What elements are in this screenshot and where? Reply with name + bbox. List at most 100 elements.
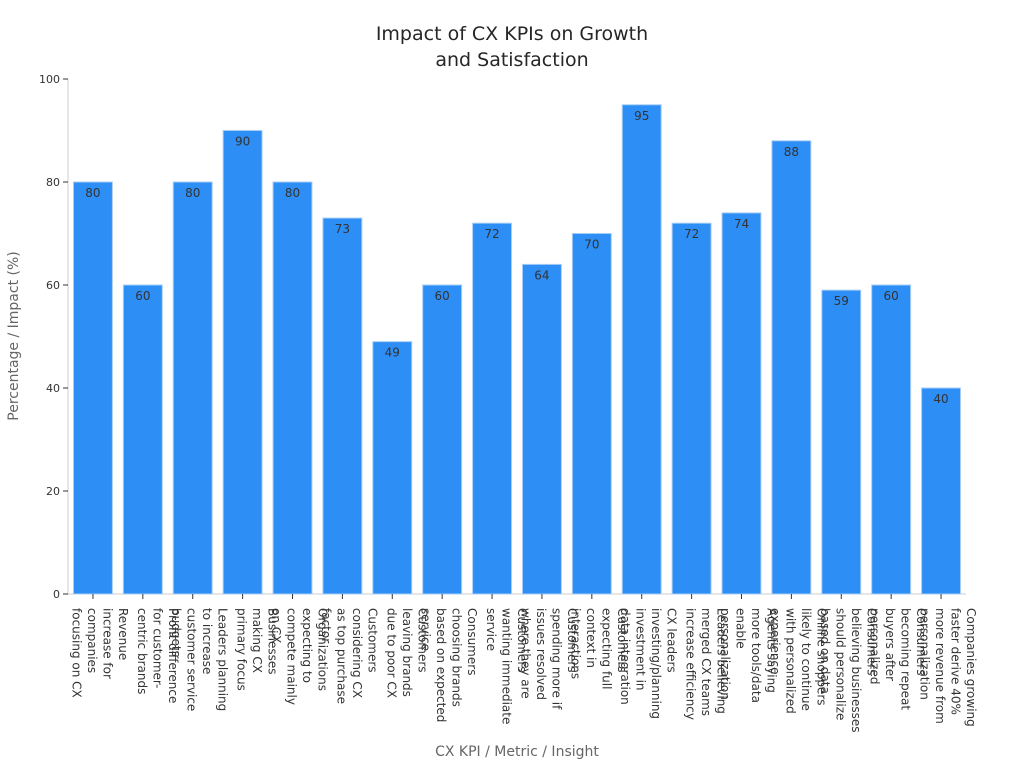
x-tick-label-line: Consumers — [465, 608, 479, 675]
x-tick-label-line: compete mainly — [285, 608, 299, 705]
bar — [222, 130, 263, 595]
x-tick-label-line: Customers — [565, 608, 579, 673]
x-tick-label: Online shopperslikely to continuewith pe… — [768, 608, 829, 714]
x-tick-label-line: increase for — [100, 608, 114, 679]
bar-value-label: 80 — [285, 186, 300, 200]
y-tick-label: 40 — [46, 382, 60, 395]
x-tick-label-line: CX leaders — [665, 608, 679, 673]
x-tick-label: Agents sayingmore tools/dataenableperson… — [718, 608, 779, 703]
x-tick-label-line: Online shoppers — [814, 608, 828, 706]
x-tick-label-line: more tools/data — [749, 608, 763, 703]
x-tick-label-line: factor — [319, 608, 333, 643]
x-tick-label-line: Customers — [365, 608, 379, 673]
x-tick-label-line: more revenue from — [933, 608, 947, 724]
bar — [821, 289, 862, 595]
x-tick-label: CX leadersinvesting/planninginvestment i… — [618, 608, 679, 719]
x-tick-label-line: likely to continue — [799, 608, 813, 711]
x-tick-label-line: enable — [734, 608, 748, 649]
x-tick-label: Revenueincrease forcompaniesfocusing on … — [69, 608, 130, 698]
x-tick-label-line: Leaders planning — [216, 608, 230, 711]
x-tick-label: Businessesmaking CXprimary focus — [235, 608, 280, 691]
bar-value-label: 49 — [385, 346, 400, 360]
bar — [172, 181, 213, 595]
x-tick-label-line: considering CX — [350, 608, 364, 698]
y-tick-label: 0 — [53, 588, 60, 601]
x-axis-label: CX KPI / Metric / Insight — [435, 744, 599, 760]
bar-value-label: 72 — [684, 227, 699, 241]
x-tick-label-line: investment in — [634, 608, 648, 691]
y-axis-label: Percentage / Impact (%) — [6, 251, 22, 420]
x-tick-label-line: wanting immediate — [500, 608, 514, 724]
x-tick-label-line: centric brands — [135, 608, 149, 694]
y-tick-label: 20 — [46, 485, 60, 498]
bar — [771, 140, 812, 595]
x-tick-label-line: choosing brands — [450, 608, 464, 707]
x-tick-label-line: Companies growing — [964, 608, 978, 727]
x-tick-label: Customersleaving brandsdue to poor CX — [384, 608, 429, 698]
x-tick-label-line: expecting full — [599, 608, 613, 689]
bar-value-label: 72 — [484, 227, 499, 241]
x-tick-label-line: Customers — [515, 608, 529, 673]
bar — [422, 284, 463, 595]
x-tick-label-line: customer service — [185, 608, 199, 711]
bar — [721, 212, 762, 595]
x-tick-label-line: Businesses — [266, 608, 280, 675]
bar — [921, 387, 962, 595]
bar — [72, 181, 113, 595]
bar-value-label: 90 — [235, 135, 250, 149]
x-tick-label-line: investing/planning — [649, 608, 663, 719]
x-tick-label-line: on CX — [269, 608, 283, 643]
x-tick-label-line: personalization — [718, 608, 732, 700]
x-tick-label: Customersspending more ifissues resolved… — [518, 608, 579, 710]
chart-title-line: and Satisfaction — [435, 49, 588, 71]
bar — [322, 217, 363, 595]
x-tick-label-line: data integration — [618, 608, 632, 705]
bar-value-label: 88 — [784, 145, 799, 159]
x-tick-label-line: leaving brands — [400, 608, 414, 697]
x-tick-label: Companies growingfaster derive 40%more r… — [918, 608, 979, 727]
x-tick-label: Customerswanting immediateservice — [484, 608, 529, 724]
x-tick-label-line: buyers after — [883, 608, 897, 681]
x-tick-label-line: should personalize — [833, 608, 847, 720]
x-tick-label-line: spending more if — [549, 608, 563, 710]
x-tick-label-line: service — [484, 608, 498, 651]
x-tick-label-line: context in — [584, 608, 598, 668]
x-tick-label-line: Consumers — [864, 608, 878, 675]
x-tick-label: Customersconsidering CXas top purchasefa… — [319, 608, 380, 704]
x-tick-label-line: expecting to — [300, 608, 314, 683]
x-tick-label-line: Customers — [615, 608, 629, 673]
x-tick-label: Organizationsexpecting tocompete mainlyo… — [269, 608, 330, 705]
bar-value-label: 80 — [185, 186, 200, 200]
bar-value-label: 40 — [933, 392, 948, 406]
x-tick-label-line: primary focus — [235, 608, 249, 691]
x-tick-label-line: companies — [85, 608, 99, 673]
x-tick-label: Customersexpecting fullcontext ininterac… — [568, 608, 629, 689]
x-tick-label-line: experience — [768, 608, 782, 675]
plot-area: 0 20 40 60 80 100 80 Revenueincrease forcompani… — [39, 73, 978, 732]
bar-value-label: 60 — [135, 289, 150, 303]
bar — [521, 263, 562, 595]
bar-value-label: 73 — [335, 222, 350, 236]
bar — [671, 222, 712, 595]
x-tick-label-line: budgets — [169, 608, 183, 657]
y-tick-label: 80 — [46, 176, 60, 189]
x-tick-label-line: faster derive 40% — [949, 608, 963, 715]
x-tick-label-line: Leaders believing — [715, 608, 729, 714]
x-tick-label-line: merged CX teams — [699, 608, 713, 716]
x-tick-label: Leaders planningto increasecustomer serv… — [169, 608, 230, 711]
x-tick-label: Consumerschoosing brandsbased on expecte… — [419, 608, 480, 722]
bar — [571, 233, 612, 595]
x-tick-label-line: to increase — [200, 608, 214, 674]
x-tick-label: Consumersbelieving businessesshould pers… — [818, 608, 879, 732]
bar — [122, 284, 163, 595]
x-tick-label-line: for customer- — [150, 608, 164, 688]
x-tick-label: Leaders believingmerged CX teamsincrease… — [684, 608, 729, 720]
bar — [372, 341, 413, 595]
x-tick-label-line: increase efficiency — [684, 608, 698, 720]
bar-value-label: 74 — [734, 217, 749, 231]
x-tick-label: Profit differencefor customer-centric br… — [135, 608, 180, 703]
bar-value-label: 60 — [884, 289, 899, 303]
chart-title: Impact of CX KPIs on Growth and Satisfact… — [376, 23, 648, 71]
